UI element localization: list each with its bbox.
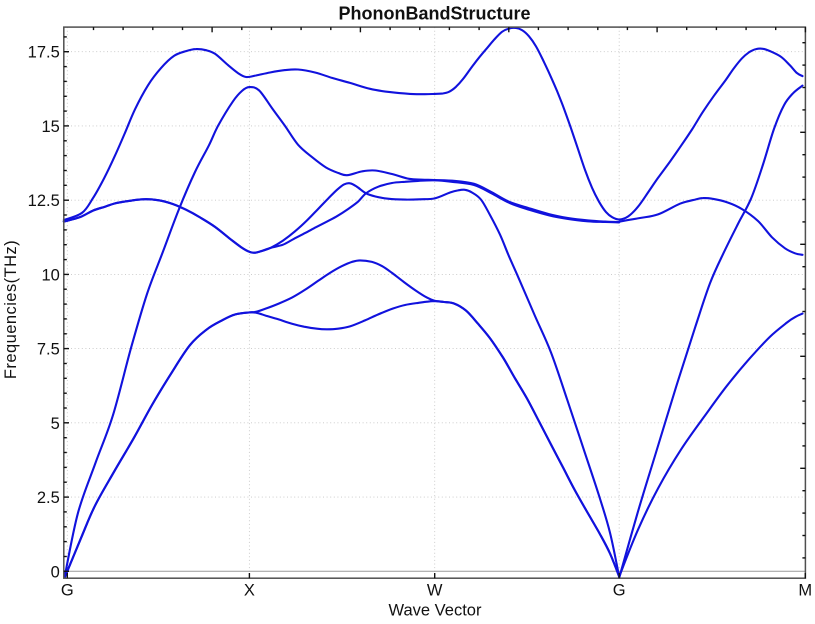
svg-text:Frequencies(THz): Frequencies(THz): [2, 240, 20, 379]
svg-text:PhononBandStructure: PhononBandStructure: [339, 4, 531, 24]
svg-text:2.5: 2.5: [37, 489, 60, 507]
svg-text:M: M: [798, 582, 812, 600]
svg-text:G: G: [61, 582, 74, 600]
svg-text:W: W: [427, 582, 443, 600]
svg-text:17.5: 17.5: [28, 44, 60, 62]
svg-text:Wave Vector: Wave Vector: [389, 602, 482, 620]
svg-text:12.5: 12.5: [28, 192, 60, 210]
svg-text:G: G: [613, 582, 626, 600]
svg-text:15: 15: [41, 118, 59, 136]
svg-text:0: 0: [51, 563, 60, 581]
svg-text:7.5: 7.5: [37, 341, 60, 359]
svg-text:5: 5: [51, 415, 60, 433]
svg-text:X: X: [244, 582, 255, 600]
svg-text:10: 10: [41, 266, 59, 284]
